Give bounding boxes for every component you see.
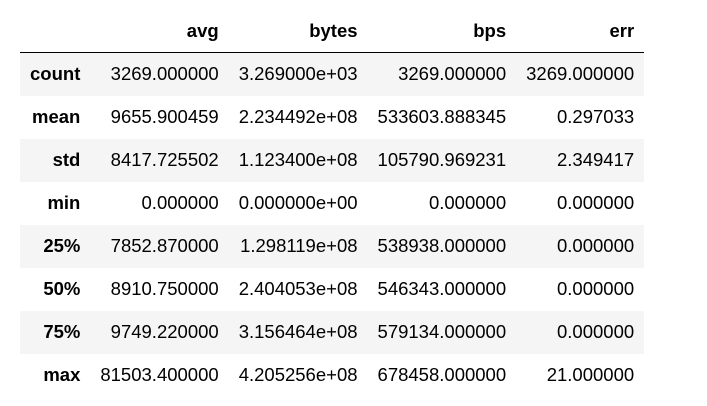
row-label: 75% — [43, 321, 81, 343]
header-cell-err: err — [516, 10, 645, 53]
table-cell: 81503.400000 — [100, 364, 219, 386]
table-cell: 7852.870000 — [110, 235, 219, 257]
table-cell: 3269.000000 — [398, 63, 507, 85]
table-cell: 546343.000000 — [377, 278, 507, 300]
table-row: std 8417.725502 1.123400e+08 105790.9692… — [20, 139, 645, 182]
table-row: count 3269.000000 3.269000e+03 3269.0000… — [20, 52, 645, 96]
row-label: count — [30, 63, 81, 85]
table-cell: 0.000000e+00 — [238, 192, 358, 214]
header-cell-avg: avg — [90, 10, 229, 53]
table-cell: 538938.000000 — [377, 235, 507, 257]
table-cell: 678458.000000 — [377, 364, 507, 386]
describe-table-container: avg bytes bps err count 3269.000000 3.26… — [20, 10, 645, 397]
row-label: max — [43, 364, 81, 386]
header-row: avg bytes bps err — [20, 10, 645, 53]
table-cell: 2.349417 — [557, 149, 635, 171]
table-cell: 0.000000 — [428, 192, 507, 214]
header-cell-index — [20, 10, 91, 53]
table-cell: 0.000000 — [557, 278, 635, 300]
table-cell: 533603.888345 — [377, 106, 507, 128]
table-cell: 0.297033 — [557, 106, 635, 128]
table-cell: 0.000000 — [141, 192, 219, 214]
table-header: avg bytes bps err — [20, 10, 645, 53]
table-row: 75% 9749.220000 3.156464e+08 579134.0000… — [20, 311, 645, 354]
table-cell: 3269.000000 — [110, 63, 219, 85]
row-label: min — [47, 192, 81, 214]
table-cell: 8910.750000 — [110, 278, 219, 300]
row-label: std — [52, 149, 81, 171]
table-cell: 2.404053e+08 — [238, 278, 358, 300]
table-cell: 2.234492e+08 — [238, 106, 358, 128]
table-cell: 3269.000000 — [526, 63, 635, 85]
table-cell: 21.000000 — [546, 364, 635, 386]
table-cell: 579134.000000 — [377, 321, 507, 343]
table-cell: 0.000000 — [557, 192, 635, 214]
table-row: 50% 8910.750000 2.404053e+08 546343.0000… — [20, 268, 645, 311]
table-cell: 9655.900459 — [110, 106, 219, 128]
header-cell-bps: bps — [367, 10, 517, 53]
table-row: min 0.000000 0.000000e+00 0.000000 0.000… — [20, 182, 645, 225]
table-cell: 0.000000 — [557, 235, 635, 257]
table-cell: 1.298119e+08 — [240, 235, 358, 257]
table-cell: 4.205256e+08 — [238, 364, 358, 386]
table-cell: 3.156464e+08 — [238, 321, 358, 343]
row-label: 50% — [43, 278, 81, 300]
table-cell: 9749.220000 — [110, 321, 219, 343]
table-row: max 81503.400000 4.205256e+08 678458.000… — [20, 354, 645, 397]
table-cell: 1.123400e+08 — [238, 149, 358, 171]
row-label: 25% — [43, 235, 81, 257]
header-cell-bytes: bytes — [228, 10, 368, 53]
table-row: mean 9655.900459 2.234492e+08 533603.888… — [20, 96, 645, 139]
row-label: mean — [32, 106, 81, 128]
table-cell: 8417.725502 — [110, 149, 219, 171]
table-row: 25% 7852.870000 1.298119e+08 538938.0000… — [20, 225, 645, 268]
table-cell: 105790.969231 — [377, 149, 507, 171]
table-cell: 0.000000 — [557, 321, 635, 343]
table-body: count 3269.000000 3.269000e+03 3269.0000… — [20, 52, 645, 397]
table-cell: 3.269000e+03 — [238, 63, 358, 85]
describe-table: avg bytes bps err count 3269.000000 3.26… — [20, 10, 645, 397]
